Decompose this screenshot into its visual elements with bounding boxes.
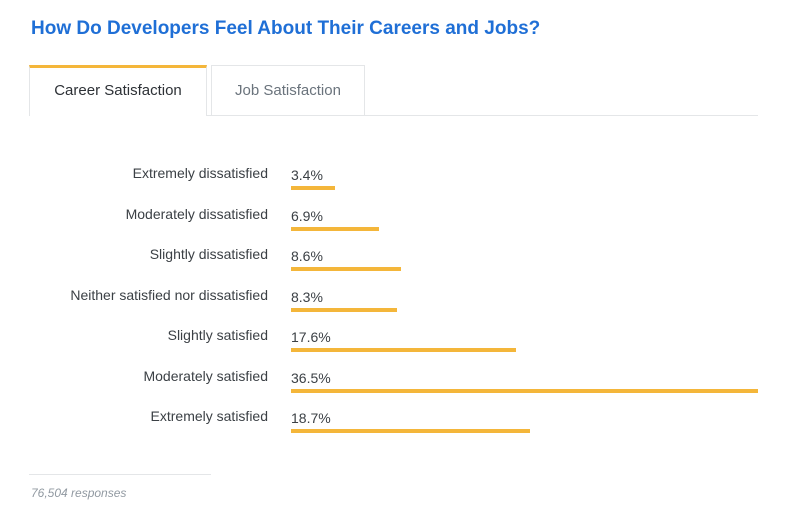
page-title: How Do Developers Feel About Their Caree…: [31, 18, 541, 39]
value-label: 36.5%: [291, 369, 331, 386]
category-label: Slightly satisfied: [167, 327, 268, 343]
category-label: Extremely satisfied: [150, 408, 268, 424]
value-label: 8.6%: [291, 248, 323, 264]
tab-bar: Career Satisfaction Job Satisfaction: [29, 65, 758, 116]
value-label: 6.9%: [291, 207, 323, 224]
bar: [291, 267, 402, 271]
bar: [291, 388, 758, 393]
category-label: Extremely dissatisfied: [132, 165, 268, 181]
footer-divider: [29, 474, 211, 475]
category-label: Slightly dissatisfied: [149, 246, 268, 262]
bar: [291, 226, 380, 231]
value-label: 3.4%: [291, 167, 323, 183]
bar: [291, 307, 398, 312]
tab-job-satisfaction[interactable]: Job Satisfaction: [211, 65, 365, 115]
bar: [291, 348, 517, 352]
bar: [291, 429, 531, 433]
tab-career-satisfaction[interactable]: Career Satisfaction: [29, 65, 207, 116]
bar: [291, 186, 335, 190]
value-label: 8.3%: [291, 288, 323, 305]
value-label: 18.7%: [291, 410, 331, 426]
value-label: 17.6%: [291, 329, 331, 345]
category-label: Moderately dissatisfied: [125, 205, 268, 222]
category-label: Neither satisfied nor dissatisfied: [70, 286, 268, 303]
response-count: 76,504 responses: [31, 486, 127, 500]
category-label: Moderately satisfied: [143, 367, 268, 384]
